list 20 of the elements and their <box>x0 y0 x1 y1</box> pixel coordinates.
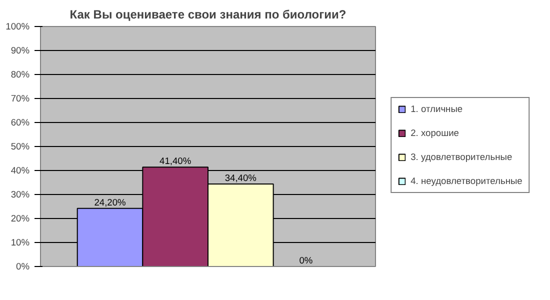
y-tick-label: 20% <box>10 214 30 224</box>
y-tick-label: 0% <box>16 262 30 272</box>
y-tick-label: 10% <box>10 238 30 248</box>
legend-label: 3. удовлетворительные <box>410 152 512 162</box>
data-label: 0% <box>299 256 313 266</box>
y-tick-label: 40% <box>10 166 30 176</box>
data-label: 34,40% <box>224 172 256 183</box>
y-tick-label: 90% <box>10 46 30 56</box>
data-label: 24,20% <box>94 197 126 208</box>
legend-label: 2. хорошие <box>410 128 460 138</box>
y-tick-label: 30% <box>10 190 30 200</box>
y-tick-label: 70% <box>10 94 30 104</box>
y-tick-label: 100% <box>6 22 30 32</box>
legend-label: 1. отличные <box>410 104 463 114</box>
y-tick-label: 50% <box>10 142 30 152</box>
y-tick-label: 60% <box>10 118 30 128</box>
y-tick-label: 80% <box>10 70 30 80</box>
legend-label: 4. неудовлетворительные <box>410 176 522 186</box>
chart-title: Как Вы оцениваете свои знания по биологии? <box>70 8 346 22</box>
data-label: 41,40% <box>160 156 192 166</box>
